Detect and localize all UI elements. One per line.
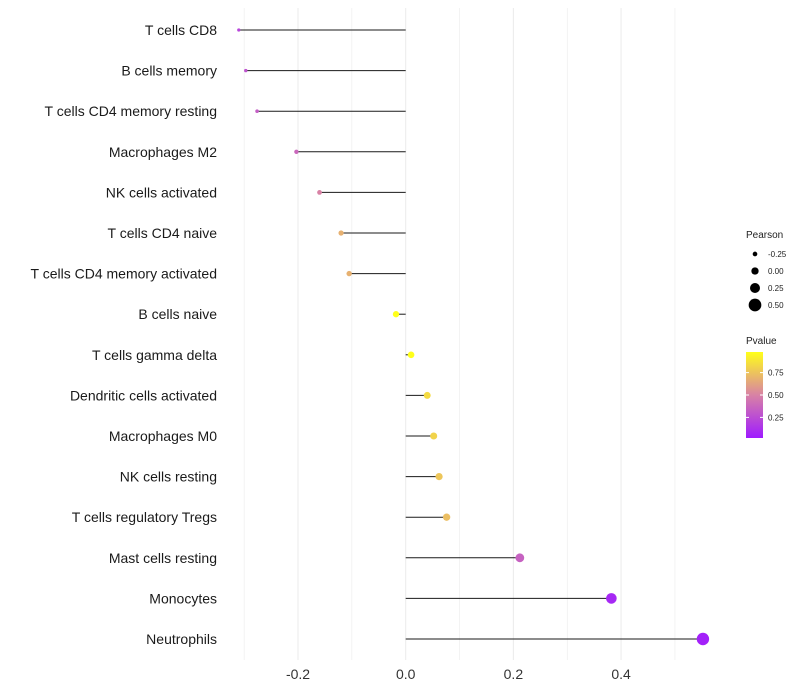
x-tick-label: 0.0 — [396, 666, 416, 682]
lollipop-point — [442, 513, 451, 521]
color-legend-label: 0.75 — [768, 369, 784, 378]
color-legend-title: Pvalue — [746, 336, 777, 347]
category-label: Mast cells resting — [109, 550, 217, 566]
x-tick-label: 0.4 — [611, 666, 631, 682]
lollipop-point — [237, 28, 241, 32]
size-legend-title: Pearson — [746, 230, 783, 241]
lollipop-point — [346, 270, 352, 277]
y-axis-labels: T cells CD8 B cells memory T cells CD4 mem… — [31, 22, 218, 647]
size-legend-label: 0.25 — [768, 284, 784, 293]
lollipop-point — [294, 149, 299, 154]
size-legend-label: 0.50 — [768, 301, 784, 310]
lollipop-point — [317, 189, 322, 195]
category-label: B cells naive — [138, 306, 217, 322]
color-legend-label: 0.25 — [768, 413, 784, 422]
size-legend-key — [748, 298, 762, 312]
category-label: T cells CD8 — [145, 22, 217, 38]
lollipop-point — [255, 109, 259, 113]
color-legend-label: 0.50 — [768, 391, 784, 400]
color-legend: Pvalue 0.25 0.50 0.75 — [746, 336, 784, 438]
category-label: Neutrophils — [146, 631, 217, 647]
x-tick-label: -0.2 — [286, 666, 310, 682]
gridlines — [243, 8, 676, 660]
category-label: T cells CD4 memory resting — [45, 103, 217, 119]
category-label: NK cells activated — [106, 184, 217, 200]
category-label: T cells CD4 naive — [108, 225, 218, 241]
x-tick-label: 0.2 — [504, 666, 524, 682]
lollipop-point — [435, 473, 443, 481]
category-label: Dendritic cells activated — [70, 387, 217, 403]
category-label: Macrophages M2 — [109, 144, 217, 160]
category-label: T cells CD4 memory activated — [31, 266, 217, 282]
size-legend: Pearson -0.25 0.00 0.25 0.50 — [746, 230, 787, 312]
size-legend-label: 0.00 — [768, 267, 784, 276]
lollipops — [237, 28, 710, 646]
lollipop-point — [696, 632, 710, 646]
category-label: NK cells resting — [120, 469, 217, 485]
lollipop-point — [407, 351, 415, 359]
lollipop-point — [606, 593, 617, 604]
size-legend-label: -0.25 — [768, 250, 787, 259]
category-label: Monocytes — [149, 590, 217, 606]
size-legend-key — [752, 251, 758, 257]
size-legend-key — [751, 267, 759, 275]
category-label: Macrophages M0 — [109, 428, 217, 444]
lollipop-point — [338, 230, 344, 236]
lollipop-point — [515, 553, 525, 563]
lollipop-point — [244, 68, 248, 73]
category-label: T cells gamma delta — [92, 347, 217, 363]
color-legend-bar — [746, 352, 763, 438]
lollipop-point — [392, 311, 400, 318]
category-label: B cells memory — [121, 63, 217, 79]
size-legend-key — [750, 283, 760, 293]
lollipop-point — [430, 432, 438, 440]
x-axis-ticks: -0.2 0.0 0.2 0.4 — [286, 666, 631, 682]
lollipop-point — [423, 391, 431, 399]
category-label: T cells regulatory Tregs — [72, 509, 217, 525]
